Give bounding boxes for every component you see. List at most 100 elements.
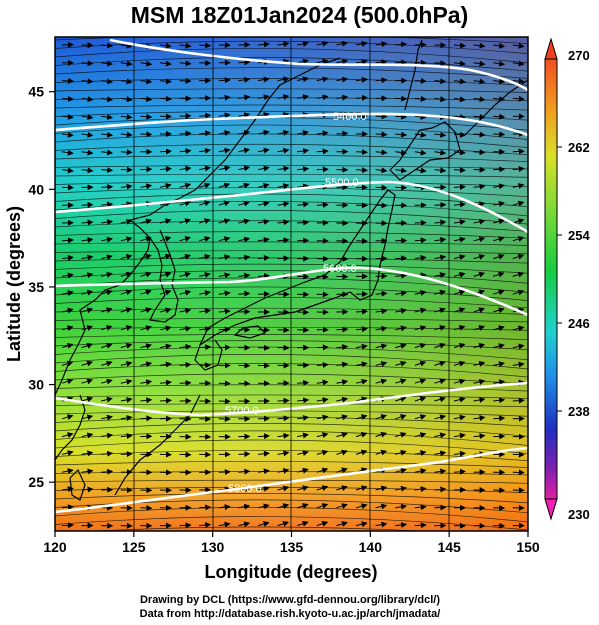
wind-arrow [199, 254, 211, 260]
wind-arrow [493, 218, 505, 225]
wind-arrow [473, 42, 486, 49]
wind-arrow [395, 521, 408, 528]
wind-arrow [159, 95, 172, 102]
wind-arrow [297, 166, 310, 173]
wind-arrow [316, 432, 329, 439]
wind-arrow [355, 343, 368, 350]
wind-arrow [316, 76, 329, 83]
wind-arrow [414, 468, 427, 475]
wind-arrow [101, 378, 113, 385]
wind-arrow [453, 184, 466, 190]
wind-arrow [493, 42, 506, 49]
wind-arrow [493, 183, 505, 190]
wind-arrow [316, 414, 329, 421]
x-tick-label: 140 [359, 539, 383, 555]
streamline [55, 104, 528, 111]
wind-arrow [355, 521, 368, 528]
wind-arrow [120, 451, 133, 458]
streamline [55, 423, 528, 437]
wind-arrow [512, 148, 525, 155]
wind-arrow [336, 76, 349, 83]
wind-arrow [81, 325, 94, 331]
wind-arrow [375, 431, 388, 438]
wind-arrow [395, 131, 408, 138]
wind-arrow [414, 522, 427, 529]
wind-arrow [218, 308, 231, 315]
wind-arrow [218, 504, 231, 511]
wind-arrow [61, 432, 74, 438]
wind-arrow [355, 361, 368, 368]
wind-arrow [336, 449, 348, 456]
wind-arrow [434, 486, 447, 493]
wind-arrow [512, 78, 525, 85]
wind-arrow [493, 271, 505, 278]
wind-arrow [101, 396, 113, 403]
wind-arrow [61, 131, 74, 138]
wind-arrow [297, 520, 309, 527]
colorbar-fill [544, 58, 558, 500]
wind-arrow [473, 218, 486, 225]
wind-arrow [101, 254, 113, 261]
streamline [55, 124, 528, 140]
wind-arrow [355, 308, 368, 315]
wind-arrow [257, 433, 270, 440]
wind-arrow [81, 149, 94, 156]
wind-arrow [453, 342, 466, 349]
wind-arrow [414, 254, 427, 261]
streamline [55, 373, 528, 385]
wind-arrow [238, 129, 251, 136]
wind-arrow [159, 271, 172, 278]
wind-arrow [512, 200, 525, 207]
contour-5700 [55, 381, 528, 417]
y-tick-label: 30 [28, 377, 44, 393]
streamline [55, 88, 528, 93]
wind-arrow [453, 60, 466, 67]
wind-arrow [336, 58, 349, 65]
streamline [55, 250, 528, 255]
streamline [55, 354, 528, 370]
wind-arrow [277, 485, 290, 492]
wind-arrow [179, 307, 192, 314]
wind-arrow [199, 112, 212, 119]
wind-arrow [355, 503, 368, 510]
wind-arrow [355, 431, 368, 438]
wind-arrow [179, 253, 192, 260]
wind-arrow [493, 379, 506, 386]
wind-arrow [512, 361, 525, 368]
wind-arrow [61, 342, 74, 349]
wind-arrow [297, 40, 309, 47]
y-tick-label: 45 [28, 84, 44, 100]
wind-arrow [453, 167, 466, 174]
wind-arrow [414, 486, 427, 493]
wind-arrow [473, 433, 486, 440]
wind-arrow [434, 289, 447, 296]
wind-arrow [414, 113, 427, 120]
wind-arrow [140, 343, 153, 350]
wind-arrow [277, 219, 290, 226]
wind-arrow [395, 167, 408, 174]
wind-arrow [512, 95, 525, 102]
wind-arrow [434, 272, 447, 279]
wind-arrow [81, 414, 94, 421]
wind-arrow [81, 378, 94, 385]
colorbar-tick-label: 230 [568, 507, 590, 522]
wind-arrow [395, 467, 407, 474]
wind-arrow [61, 450, 74, 456]
wind-arrow [493, 307, 505, 314]
wind-arrow [101, 219, 114, 226]
wind-arrow [453, 378, 466, 385]
wind-arrow [179, 42, 192, 49]
wind-arrow [277, 129, 290, 136]
wind-arrow [257, 76, 270, 83]
wind-arrow [159, 397, 172, 404]
colorbar-tick-label: 254 [568, 228, 590, 243]
wind-arrow [120, 201, 133, 208]
wind-arrow [159, 307, 172, 314]
wind-arrow [375, 343, 388, 350]
wind-arrow [277, 255, 290, 262]
wind-arrow [140, 325, 152, 332]
wind-arrow [101, 236, 113, 243]
wind-arrow [297, 397, 310, 404]
wind-arrow [316, 361, 329, 368]
wind-arrow [120, 378, 133, 385]
